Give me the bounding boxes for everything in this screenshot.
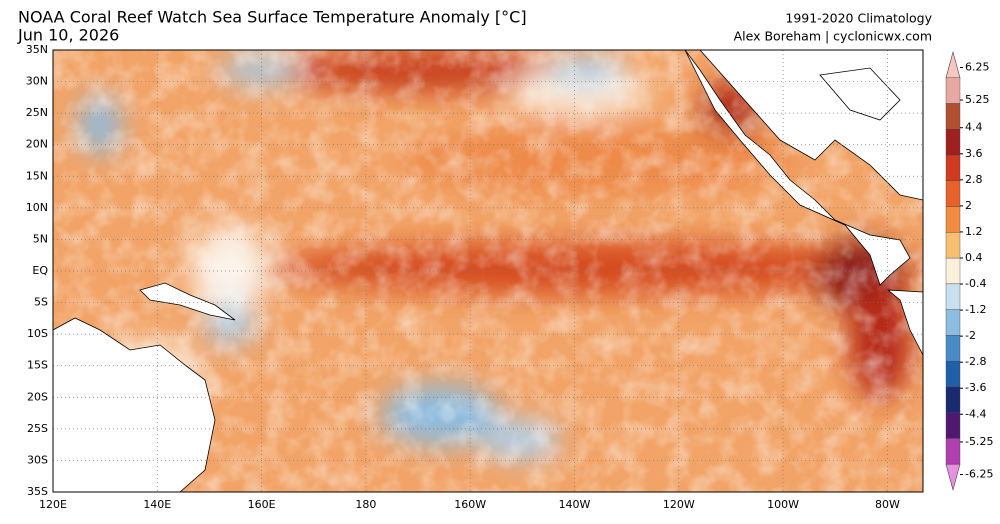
lat-label: 15S xyxy=(27,359,48,372)
lon-label: 100W xyxy=(767,498,799,511)
lon-label: 120E xyxy=(39,498,67,511)
colorbar-label: 0.4 xyxy=(965,251,983,264)
colorbar-segment xyxy=(945,180,961,207)
colorbar-segment xyxy=(945,412,961,439)
colorbar-segment xyxy=(945,283,961,310)
credit: Alex Boreham | cyclonicwx.com xyxy=(734,29,932,44)
map-body xyxy=(53,50,923,492)
colorbar-label: -6.25 xyxy=(965,468,993,481)
lon-label: 140E xyxy=(143,498,171,511)
colorbar-label: -2.8 xyxy=(965,355,986,368)
lat-label: 30N xyxy=(26,75,48,88)
colorbar-segment xyxy=(945,232,961,259)
lat-label: 30S xyxy=(27,453,48,466)
colorbar-cap xyxy=(945,50,961,79)
colorbar-label: -0.4 xyxy=(965,277,986,290)
colorbar-cap xyxy=(945,463,961,492)
lat-label: 25S xyxy=(27,422,48,435)
colorbar-label: 3.6 xyxy=(965,147,983,160)
lon-label: 80W xyxy=(875,498,900,511)
colorbar-label: 5.25 xyxy=(965,93,990,106)
lat-label: 25N xyxy=(26,106,48,119)
lon-label: 160W xyxy=(454,498,486,511)
colorbar-segment xyxy=(945,77,961,104)
colorbar-segment xyxy=(945,206,961,233)
lat-label: 35S xyxy=(27,485,48,498)
colorbar-label: 6.25 xyxy=(965,60,990,73)
colorbar-label: 4.4 xyxy=(965,121,983,134)
lat-label: 20N xyxy=(26,138,48,151)
colorbar-segment xyxy=(945,386,961,413)
lon-label: 140W xyxy=(559,498,591,511)
colorbar-segment xyxy=(945,360,961,388)
colorbar-label: -4.4 xyxy=(965,407,986,420)
colorbar: 6.25 5.25 4.4 3.6 2.8 2 1.2 0.4 -0.4 -1.2 -2 -2.8 -3… xyxy=(945,50,993,492)
colorbar-label: -1.2 xyxy=(965,303,986,316)
colorbar-segment xyxy=(945,103,961,130)
lat-label: 10N xyxy=(26,201,48,214)
lat-label: 35N xyxy=(26,43,48,56)
lon-label: 120W xyxy=(663,498,695,511)
lat-label: EQ xyxy=(32,264,48,277)
map-frame xyxy=(52,49,924,493)
colorbar-segment xyxy=(945,154,961,182)
lat-label: 10S xyxy=(27,327,48,340)
lat-label: 20S xyxy=(27,390,48,403)
colorbar-label: 2.8 xyxy=(965,173,983,186)
colorbar-label: -2 xyxy=(965,329,976,342)
colorbar-segment xyxy=(945,335,961,362)
colorbar-segment xyxy=(945,257,961,285)
climatology: 1991-2020 Climatology xyxy=(785,11,932,26)
colorbar-segment xyxy=(945,309,961,336)
lat-label: 5S xyxy=(34,296,48,309)
lon-label: 160E xyxy=(248,498,276,511)
colorbar-label: -5.25 xyxy=(965,435,993,448)
lat-label: 5N xyxy=(33,232,48,245)
colorbar-segment xyxy=(945,129,961,156)
colorbar-label: -3.6 xyxy=(965,381,986,394)
colorbar-segment xyxy=(945,438,961,465)
lon-label: 180 xyxy=(355,498,376,511)
title: NOAA Coral Reef Watch Sea Surface Temper… xyxy=(18,8,527,27)
axes: 35N 30N 25N 20N 15N 10N 5N EQ 5S 10S 15S 20S 25S 30S 3… xyxy=(26,43,923,511)
date: Jun 10, 2026 xyxy=(17,26,119,45)
lat-label: 15N xyxy=(26,169,48,182)
colorbar-label: 2 xyxy=(965,199,972,212)
colorbar-label: 1.2 xyxy=(965,225,983,238)
